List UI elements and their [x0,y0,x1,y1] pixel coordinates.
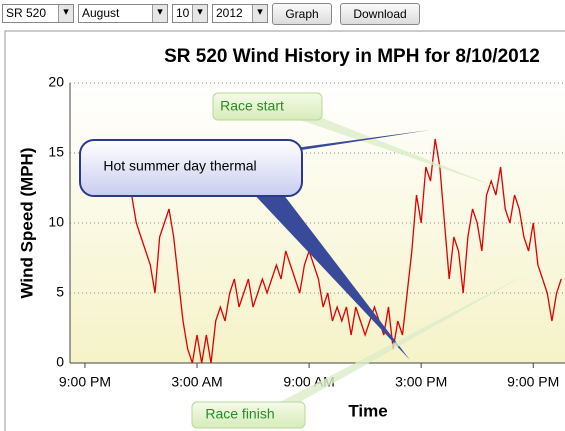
race-finish-box [191,401,306,429]
chart-title: SR 520 Wind History in MPH for 8/10/2012 [164,46,540,67]
download-button[interactable]: Download [340,3,420,25]
graph-button[interactable]: Graph [272,3,332,25]
y-axis-label: Wind Speed (MPH) [17,148,36,299]
x-tick-label: 9:00 PM [507,374,559,390]
x-axis-label: Time [348,401,387,420]
race-start-label: Race start [220,98,284,114]
x-tick-label: 3:00 PM [395,374,447,390]
race-start-box [212,92,323,121]
day-select[interactable]: 10 [172,4,208,23]
month-select[interactable]: August [78,4,168,23]
y-tick-label: 15 [48,144,64,160]
thermal-label: Hot summer day thermal [103,158,256,174]
x-tick-label: 3:00 AM [171,374,222,390]
year-select[interactable]: 2012 [212,4,268,23]
thermal-pointer-end [250,190,410,360]
thermal-box [79,139,303,197]
y-tick-label: 20 [48,74,64,90]
y-tick-label: 10 [48,214,64,230]
y-tick-label: 0 [56,354,64,370]
site-select[interactable]: SR 520 [2,4,74,23]
race-finish-pointer [280,275,525,402]
x-tick-label: 9:00 PM [59,374,111,390]
y-tick-label: 5 [56,284,64,300]
race-start-pointer [300,118,500,188]
wind-line [131,138,562,364]
race-finish-label: Race finish [205,406,274,422]
